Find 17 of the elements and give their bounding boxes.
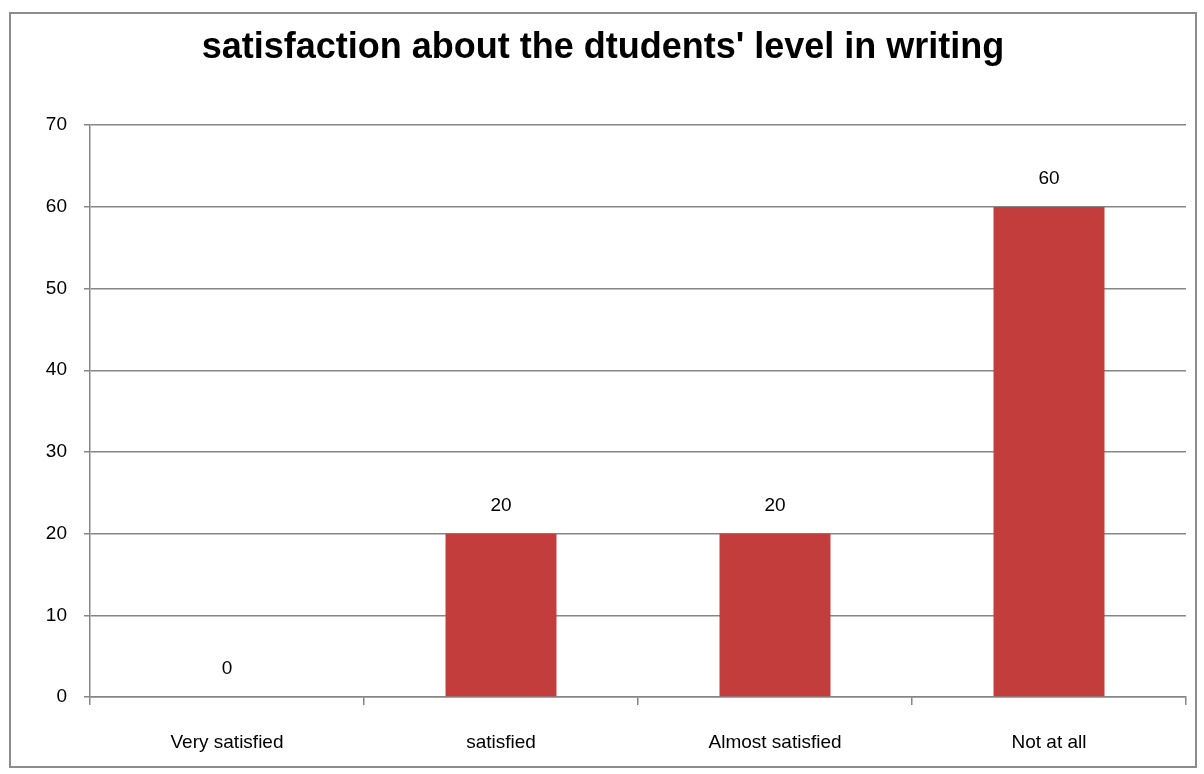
y-tick-label: 60 [45, 195, 67, 217]
x-tick-label: Very satisfied [170, 730, 284, 752]
y-tick-label: 10 [45, 603, 67, 625]
x-tick-label: Almost satisfied [708, 730, 842, 752]
data-label: 20 [490, 493, 512, 515]
y-tick-label: 30 [45, 440, 67, 462]
y-tick-label: 40 [45, 358, 67, 380]
y-tick-label: 20 [45, 521, 67, 543]
data-label: 20 [764, 493, 786, 515]
y-tick-label: 50 [45, 276, 67, 298]
y-tick-label: 70 [45, 113, 67, 135]
x-tick-label: satisfied [466, 730, 536, 752]
y-tick-label: 0 [56, 685, 67, 707]
chart-title: satisfaction about the dtudents' level in writing [201, 24, 1005, 66]
x-tick-label: Not at all [1011, 730, 1087, 752]
data-label: 60 [1038, 167, 1060, 189]
data-label: 0 [221, 657, 233, 679]
